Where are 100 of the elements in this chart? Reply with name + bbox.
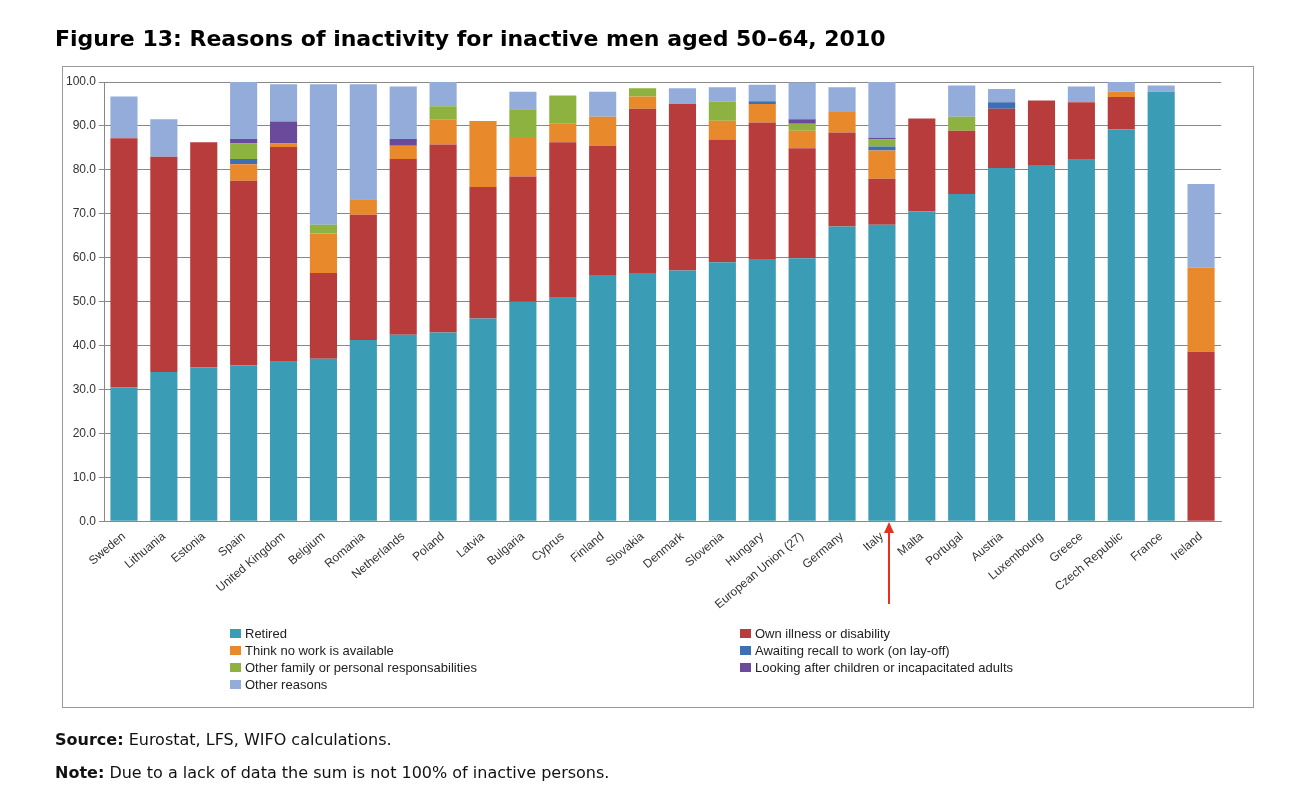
- bar: [948, 85, 976, 117]
- bar: [429, 144, 457, 333]
- bar: [389, 158, 417, 335]
- bar: [629, 96, 657, 109]
- bar: [349, 214, 377, 340]
- bar: [788, 123, 816, 131]
- bar: [309, 84, 337, 225]
- bar: [230, 164, 258, 181]
- bar: [389, 139, 417, 146]
- bar: [1187, 351, 1215, 521]
- bar: [908, 118, 936, 212]
- bar: [708, 101, 736, 121]
- bar: [429, 332, 457, 521]
- bar: [988, 89, 1016, 103]
- bar: [828, 87, 856, 112]
- bar: [868, 82, 896, 138]
- y-tick-label: 10.0: [72, 469, 97, 484]
- bar: [948, 194, 976, 521]
- legend-label: Other reasons: [245, 677, 328, 692]
- bar: [988, 168, 1016, 521]
- bar: [629, 108, 657, 274]
- bar: [748, 103, 776, 123]
- bar: [828, 132, 856, 227]
- bar: [828, 111, 856, 133]
- bar: [708, 262, 736, 521]
- bar: [469, 318, 497, 521]
- y-tick-label: 0.0: [79, 513, 97, 528]
- bar: [708, 120, 736, 140]
- bar: [708, 139, 736, 263]
- bar: [748, 259, 776, 521]
- bar: [110, 138, 138, 388]
- bar: [988, 102, 1016, 109]
- bar: [748, 101, 776, 104]
- bar: [549, 95, 577, 124]
- bar: [708, 87, 736, 102]
- bar: [509, 301, 537, 521]
- bar: [828, 226, 856, 521]
- bar: [230, 82, 258, 140]
- bar: [589, 116, 617, 146]
- y-tick-label: 90.0: [72, 118, 97, 133]
- bar: [509, 136, 537, 177]
- bar: [1067, 102, 1095, 160]
- bar: [788, 148, 816, 259]
- bar: [230, 158, 258, 165]
- legend-label: Think no work is available: [245, 643, 394, 658]
- y-tick-label: 80.0: [72, 162, 97, 177]
- bar: [230, 180, 258, 366]
- bar: [748, 122, 776, 260]
- bar: [868, 224, 896, 521]
- bar: [389, 86, 417, 140]
- bar: [269, 361, 298, 521]
- bar: [908, 211, 936, 521]
- bar: [988, 108, 1016, 169]
- bar: [668, 88, 697, 104]
- bar: [748, 84, 776, 102]
- bar: [389, 334, 417, 521]
- bar: [549, 123, 577, 143]
- bar: [1187, 183, 1215, 268]
- bar: [269, 84, 298, 122]
- bar: [868, 139, 896, 147]
- bar: [589, 274, 617, 521]
- bar: [269, 147, 298, 362]
- bar: [309, 358, 337, 521]
- bar: [1027, 165, 1056, 521]
- y-tick-label: 20.0: [72, 425, 97, 440]
- bar: [668, 270, 697, 521]
- bar: [110, 96, 138, 139]
- bar: [868, 146, 896, 151]
- bar: [668, 103, 697, 271]
- bar: [429, 119, 457, 145]
- bar: [429, 82, 457, 107]
- bar: [788, 130, 816, 149]
- bar: [1107, 82, 1135, 92]
- bar: [868, 150, 896, 179]
- bar: [230, 143, 258, 159]
- chart-title: Figure 13: Reasons of inactivity for inactive men aged 50–64, 2010: [55, 26, 886, 51]
- bar: [509, 176, 537, 302]
- y-tick-label: 50.0: [72, 293, 97, 308]
- bar: [868, 178, 896, 225]
- bar: [150, 156, 178, 372]
- bar: [1147, 91, 1175, 521]
- bar: [589, 91, 617, 117]
- text: Note: Due to a lack of data the sum is not 100% of inactive persons.: [55, 763, 610, 782]
- legend-label: Looking after children or incapacitated adults: [755, 660, 1013, 675]
- bar: [309, 233, 337, 274]
- legend-label: Retired: [245, 626, 287, 641]
- bar: [509, 109, 537, 137]
- y-tick-label: 30.0: [72, 381, 97, 396]
- bar: [1107, 129, 1135, 521]
- bar: [309, 273, 337, 359]
- bar: [469, 121, 497, 188]
- bar: [629, 88, 657, 97]
- bar: [589, 145, 617, 275]
- bar: [629, 273, 657, 521]
- bar: [788, 258, 816, 521]
- bar: [788, 119, 816, 124]
- legend-label: Own illness or disability: [755, 626, 891, 641]
- bar: [549, 297, 577, 521]
- bar: [948, 130, 976, 195]
- bar: [1067, 159, 1095, 521]
